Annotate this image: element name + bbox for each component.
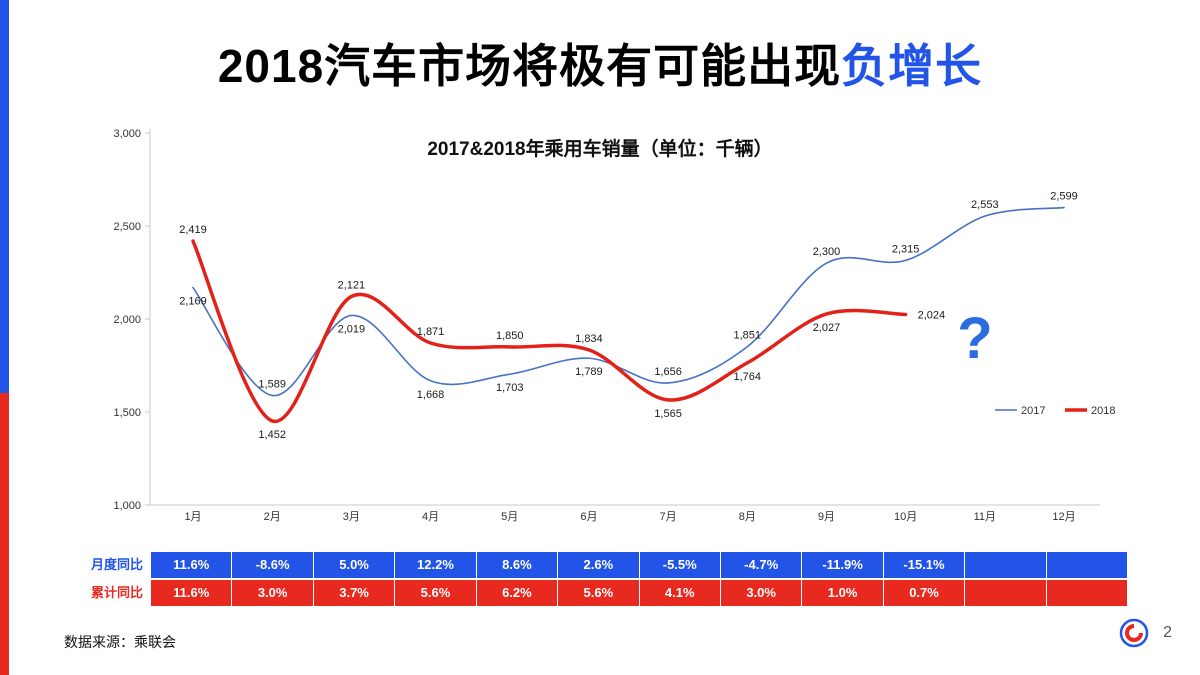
yoy-cell: 11.6% (151, 552, 232, 578)
x-tick-label: 1月 (184, 511, 201, 523)
yoy-cell: 6.2% (476, 580, 558, 606)
yoy-cell: 3.0% (232, 580, 313, 606)
y-tick-label: 1,000 (113, 500, 141, 512)
data-label: 2,169 (179, 296, 207, 308)
slide-title: 2018汽车市场将极有可能出现负增长 (0, 30, 1200, 96)
data-label: 2,315 (892, 243, 920, 255)
yoy-cell: -4.7% (720, 552, 802, 578)
x-tick-label: 8月 (739, 511, 756, 523)
yoy-cell: 8.6% (476, 552, 558, 578)
yoy-cell: 3.0% (720, 580, 802, 606)
x-tick-label: 7月 (660, 511, 677, 523)
yoy-cell: 5.0% (313, 552, 395, 578)
yoy-cell: -5.5% (639, 552, 720, 578)
data-label: 1,668 (417, 389, 445, 401)
data-label: 2,599 (1050, 191, 1078, 203)
x-tick-label: 10月 (894, 511, 917, 523)
logo-icon (1119, 618, 1149, 648)
question-mark-annotation: ? (957, 306, 992, 371)
legend-label: 2018 (1091, 405, 1115, 417)
data-label: 1,656 (654, 366, 682, 378)
series-line-2018 (191, 239, 908, 423)
data-label: 2,019 (338, 323, 366, 335)
data-label: 2,121 (338, 279, 366, 291)
yoy-cells: 11.6% -8.6% 5.0% 12.2% 8.6% 2.6% -5.5% -4.7% -11… (151, 552, 1128, 578)
footer: 2 (1119, 618, 1172, 648)
x-tick-label: 2月 (264, 511, 281, 523)
yoy-cells: 11.6% 3.0% 3.7% 5.6% 6.2% 5.6% 4.1% 3.0% 1.0% 0.7… (151, 580, 1128, 606)
yoy-cell: -11.9% (802, 552, 883, 578)
data-label: 1,703 (496, 382, 524, 394)
data-label: 2,553 (971, 199, 999, 211)
data-label: 1,452 (258, 429, 286, 441)
x-tick-label: 5月 (501, 511, 518, 523)
yoy-cell: 2.6% (558, 552, 639, 578)
yoy-cell: -15.1% (883, 552, 965, 578)
legend-label: 2017 (1021, 405, 1045, 417)
yoy-row: 累计同比 11.6% 3.0% 3.7% 5.6% 6.2% 5.6% 4.1% 3.0% 1.0… (63, 580, 1128, 606)
yoy-cell (965, 552, 1046, 578)
data-label: 1,789 (575, 366, 603, 378)
x-tick-label: 4月 (422, 511, 439, 523)
y-tick-label: 2,000 (113, 314, 141, 326)
data-label: 2,419 (179, 224, 207, 236)
yoy-cell: 12.2% (395, 552, 476, 578)
data-label: 1,764 (734, 371, 762, 383)
data-label: 2,024 (918, 310, 946, 322)
y-tick-label: 2,500 (113, 221, 141, 233)
y-tick-label: 3,000 (113, 128, 141, 140)
yoy-cell: 5.6% (558, 580, 639, 606)
yoy-cell (1046, 580, 1128, 606)
yoy-cell: 11.6% (151, 580, 232, 606)
series-line-2017 (192, 206, 1065, 397)
data-source: 数据来源：乘联会 (64, 634, 176, 650)
sales-line-chart: 1,000 1,500 2,000 2,500 3,000 1月 2月 3月 4月 5月 6月 7月 8… (113, 128, 1115, 523)
x-tick-label: 11月 (974, 511, 996, 523)
yoy-row-label: 月度同比 (90, 557, 143, 572)
x-tick-label: 6月 (580, 511, 597, 523)
chart-title: 2017&2018年乘用车销量（单位：千辆） (427, 139, 773, 160)
slide-title-main: 2018汽车市场将极有可能出现 (217, 40, 842, 92)
yoy-cell: 4.1% (639, 580, 720, 606)
yoy-cell: -8.6% (232, 552, 313, 578)
yoy-cell: 0.7% (883, 580, 965, 606)
yoy-cell: 5.6% (395, 580, 476, 606)
page-number: 2 (1163, 624, 1172, 641)
data-label: 2,027 (813, 322, 841, 334)
yoy-cell: 3.7% (313, 580, 395, 606)
data-label: 1,589 (258, 378, 286, 390)
x-tick-label: 12月 (1052, 511, 1075, 523)
data-label: 2,300 (813, 246, 841, 258)
x-tick-label: 3月 (343, 511, 360, 523)
slide-title-accent: 负增长 (841, 40, 983, 92)
x-tick-label: 9月 (818, 511, 835, 523)
yoy-cell (965, 580, 1046, 606)
left-stripe-red (0, 393, 9, 675)
data-label: 1,850 (496, 330, 524, 342)
y-tick-label: 1,500 (113, 407, 141, 419)
yoy-table: 月度同比 11.6% -8.6% 5.0% 12.2% 8.6% 2.6% -5.5% -4.7… (63, 552, 1128, 608)
data-label: 1,871 (417, 326, 445, 338)
yoy-row-label: 累计同比 (90, 585, 143, 600)
yoy-cell: 1.0% (802, 580, 883, 606)
data-label: 1,834 (575, 333, 603, 345)
yoy-row: 月度同比 11.6% -8.6% 5.0% 12.2% 8.6% 2.6% -5.5% -4.7… (63, 552, 1128, 578)
left-stripe-blue (0, 0, 9, 393)
data-label: 1,851 (734, 330, 762, 342)
yoy-cell (1046, 552, 1128, 578)
data-label: 1,565 (654, 408, 682, 420)
